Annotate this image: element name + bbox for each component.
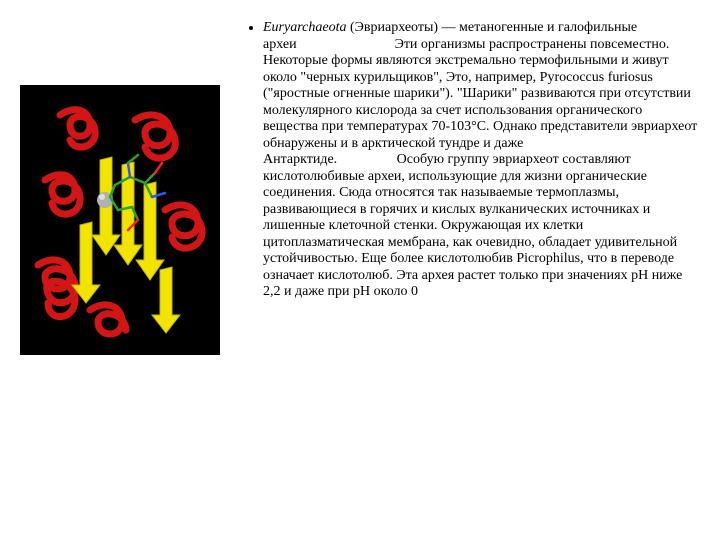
body-text: (Эвриархеоты) — метаногенные и галофильн…	[263, 20, 697, 299]
image-column	[20, 85, 220, 355]
bullet-list: Euryarchaeota (Эвриархеоты) — метаногенн…	[235, 20, 700, 301]
protein-ribbon-icon	[20, 85, 220, 355]
text-column: Euryarchaeota (Эвриархеоты) — метаногенн…	[230, 20, 700, 301]
content-row: Euryarchaeota (Эвриархеоты) — метаногенн…	[20, 20, 700, 355]
protein-structure-image	[20, 85, 220, 355]
term-italic: Euryarchaeota	[263, 20, 346, 35]
slide: Euryarchaeota (Эвриархеоты) — метаногенн…	[0, 0, 720, 540]
bullet-item: Euryarchaeota (Эвриархеоты) — метаногенн…	[263, 20, 700, 301]
